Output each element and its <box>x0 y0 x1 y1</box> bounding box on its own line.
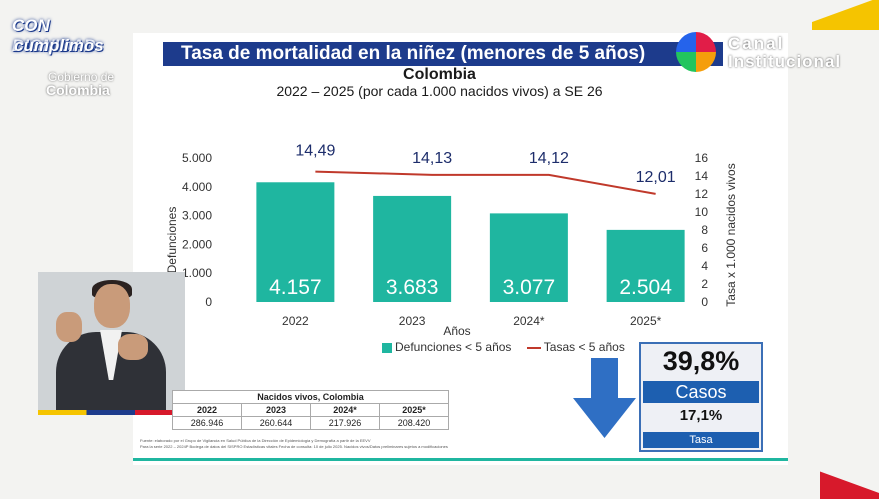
source-line-2: Para la serie 2022 – 2024P Bodega de dat… <box>140 444 448 449</box>
canal-institucional-logo: Canal Institucional <box>676 30 866 74</box>
y-tick-label: 5.000 <box>182 151 212 165</box>
legend-line-swatch <box>526 346 541 349</box>
kpi-cases-percent: 39,8% <box>662 346 740 376</box>
kpi-rate-percent: 17,1% <box>679 407 723 424</box>
channel-name-2: Institucional <box>728 52 842 71</box>
legend-bar-label: Defunciones < 5 años <box>395 340 512 354</box>
births-value: 286.946 <box>172 416 242 430</box>
chart-country: Colombia <box>403 66 476 83</box>
y-tick-label: 2.000 <box>182 237 212 251</box>
rate-value-label: 14,12 <box>529 150 569 167</box>
births-value: 208.420 <box>379 416 449 430</box>
births-header: 2022 <box>172 403 242 417</box>
logo-line-4: Colombia <box>46 82 110 98</box>
yellow-corner-decoration <box>812 0 879 30</box>
y2-tick-label: 6 <box>701 241 708 255</box>
births-header: 2024* <box>310 403 380 417</box>
rate-value-label: 12,01 <box>636 169 676 186</box>
channel-name-1: Canal <box>728 34 785 53</box>
channel-logo-icon <box>676 32 716 72</box>
y2-tick-label: 2 <box>701 277 708 291</box>
births-value: 217.926 <box>310 416 380 430</box>
bar <box>606 229 685 302</box>
bar-value-label: 3.683 <box>386 276 439 299</box>
bar-value-label: 3.077 <box>503 276 556 299</box>
y-tick-label: 1.000 <box>182 266 212 280</box>
bottom-divider <box>133 458 788 461</box>
slide-title: Tasa de mortalidad en la niñez (menores … <box>163 42 723 66</box>
kpi-box: 39,8% Casos 17,1% Tasa <box>639 342 763 452</box>
flag-stripe <box>38 410 185 415</box>
bar <box>489 213 568 302</box>
x-tick-label: 2024* <box>513 314 545 328</box>
chart-period: 2022 – 2025 (por cada 1.000 nacidos vivo… <box>276 83 603 99</box>
logo-line-2: cumplimos <box>14 36 104 55</box>
sign-language-interpreter <box>38 272 185 412</box>
kpi-rate-label: Tasa <box>643 432 759 448</box>
bar <box>373 195 452 302</box>
y2-tick-label: 8 <box>701 223 708 237</box>
rate-value-label: 14,49 <box>295 143 335 160</box>
births-value: 260.644 <box>241 416 311 430</box>
y-tick-label: 3.000 <box>182 209 212 223</box>
source-line-1: Fuente: elaborado por el Grupo de Vigila… <box>140 438 371 443</box>
y2-tick-label: 12 <box>695 187 709 201</box>
rate-value-label: 14,13 <box>412 150 452 167</box>
gobierno-logo: CON DIGNIDAD cumplimos Gobierno de Colom… <box>10 14 130 98</box>
logo-line-3: Gobierno de <box>48 70 115 84</box>
x-tick-label: 2023 <box>399 314 426 328</box>
red-corner-decoration <box>820 470 879 499</box>
births-table: Nacidos vivos, Colombia 2022 2023 2024* … <box>172 390 449 430</box>
births-header: 2023 <box>241 403 311 417</box>
kpi-cases-label: Casos <box>643 381 759 403</box>
chart-legend: Defunciones < 5 años Tasas < 5 años <box>382 340 625 354</box>
x-tick-label: 2025* <box>630 314 662 328</box>
bar-value-label: 2.504 <box>619 276 672 299</box>
logo-line-1: CON DIGNIDAD <box>12 16 97 55</box>
y2-tick-label: 10 <box>695 205 709 219</box>
births-header: 2025* <box>379 403 449 417</box>
y-axis-label: Defunciones <box>165 207 179 274</box>
x-tick-label: 2022 <box>282 314 309 328</box>
bar-value-label: 4.157 <box>269 276 322 299</box>
y2-tick-label: 16 <box>695 151 709 165</box>
source-note: Fuente: elaborado por el Grupo de Vigila… <box>140 438 560 450</box>
bar <box>256 182 335 302</box>
y2-tick-label: 0 <box>701 295 708 309</box>
y2-tick-label: 14 <box>695 169 709 183</box>
y2-axis-label: Tasa x 1.000 nacidos vivos <box>724 163 738 306</box>
y-tick-label: 0 <box>205 295 212 309</box>
y-tick-label: 4.000 <box>182 180 212 194</box>
y2-tick-label: 4 <box>701 259 708 273</box>
births-table-caption: Nacidos vivos, Colombia <box>172 390 449 404</box>
legend-bar-swatch <box>382 342 392 353</box>
x-axis-label: Años <box>443 324 470 338</box>
legend-line-label: Tasas < 5 años <box>543 340 625 354</box>
down-arrow-icon <box>573 358 636 438</box>
rate-line <box>315 170 656 195</box>
